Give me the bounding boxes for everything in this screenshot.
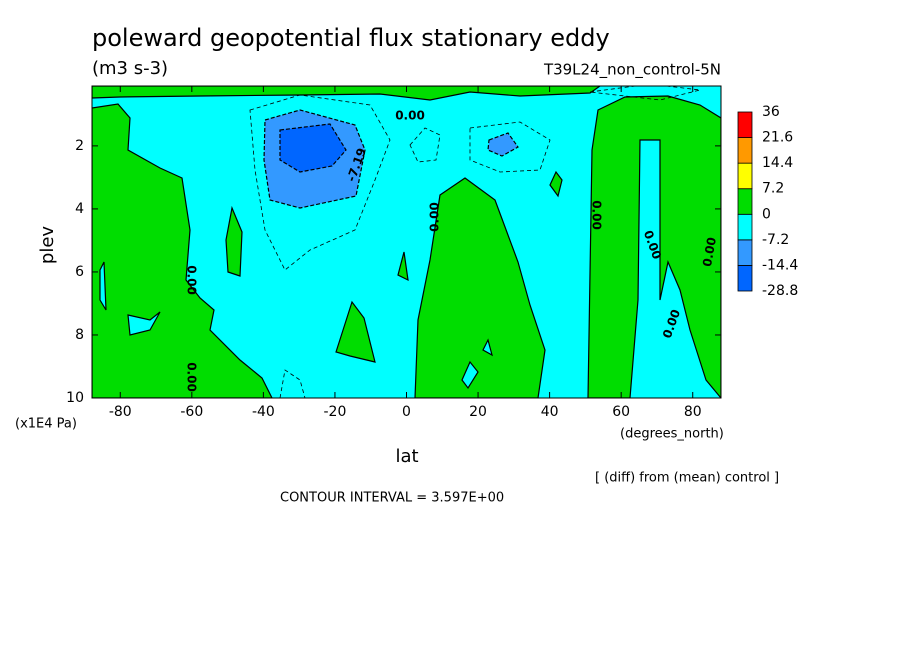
contour-field bbox=[92, 86, 721, 398]
colorbar-label: 0 bbox=[762, 206, 771, 222]
x-tick-label: 60 bbox=[612, 404, 630, 420]
x-tick-label: -40 bbox=[252, 404, 275, 420]
y-tick-label: 4 bbox=[75, 201, 84, 217]
colorbar-box bbox=[737, 137, 753, 164]
chart-title: poleward geopotential flux stationary ed… bbox=[92, 24, 610, 52]
contour-label: 0.00 bbox=[185, 265, 199, 295]
y-tick-label: 2 bbox=[75, 138, 84, 154]
colorbar-box bbox=[737, 239, 753, 266]
colorbar-box bbox=[737, 213, 753, 241]
x-tick-label: -60 bbox=[180, 404, 203, 420]
y-axis-units: (x1E4 Pa) bbox=[15, 417, 77, 432]
contour-label: 0.00 bbox=[700, 236, 719, 268]
colorbar-label: 21.6 bbox=[762, 130, 793, 146]
y-tick-label: 10 bbox=[66, 390, 84, 406]
colorbar-label: 14.4 bbox=[762, 155, 793, 171]
x-tick-label: -20 bbox=[324, 404, 347, 420]
y-axis-label: plev bbox=[37, 226, 58, 265]
colorbar-box bbox=[737, 162, 753, 190]
colorbar-box bbox=[737, 188, 753, 215]
x-axis-label: lat bbox=[395, 446, 418, 467]
contour-label: 0.00 bbox=[428, 202, 442, 232]
note: [ (diff) from (mean) control ] bbox=[595, 471, 779, 486]
chart-subtitle: (m3 s-3) bbox=[92, 58, 168, 79]
x-tick-label: 0 bbox=[402, 404, 411, 420]
contour-label: 0.00 bbox=[395, 109, 425, 123]
colorbar-label: -28.8 bbox=[762, 283, 798, 299]
colorbar-label: 36 bbox=[762, 104, 780, 120]
contour-interval: CONTOUR INTERVAL = 3.597E+00 bbox=[280, 491, 504, 506]
colorbar-label: 7.2 bbox=[762, 181, 784, 197]
x-tick-label: -80 bbox=[109, 404, 132, 420]
x-tick-label: 40 bbox=[541, 404, 559, 420]
y-tick-label: 8 bbox=[75, 327, 84, 343]
contour-label: 0.00 bbox=[185, 362, 199, 392]
x-tick-label: 20 bbox=[469, 404, 487, 420]
contour-label: 0.00 bbox=[590, 200, 604, 230]
dataset-label: T39L24_non_control-5N bbox=[543, 61, 721, 80]
y-tick-label: 6 bbox=[75, 264, 84, 280]
colorbar-box bbox=[737, 111, 753, 138]
colorbar-label: -7.2 bbox=[762, 232, 789, 248]
colorbar-label: -14.4 bbox=[762, 257, 798, 273]
x-tick-label: 80 bbox=[684, 404, 702, 420]
colorbar-box bbox=[737, 265, 753, 292]
x-axis-units: (degrees_north) bbox=[620, 427, 724, 442]
